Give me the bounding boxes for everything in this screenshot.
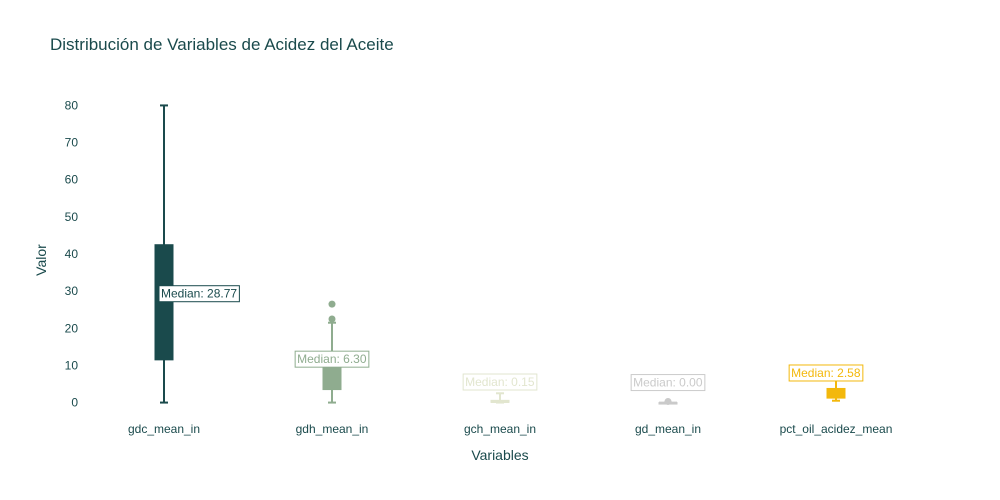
- y-tick-label: 10: [65, 358, 79, 372]
- outlier-point: [328, 315, 336, 323]
- outlier-point: [664, 397, 672, 405]
- y-axis-title: Valor: [33, 244, 49, 276]
- x-tick-label: gd_mean_in: [635, 422, 701, 436]
- median-label: Median: 0.15: [465, 375, 535, 389]
- x-axis-title: Variables: [471, 447, 528, 463]
- median-annotation: Median: 0.15: [462, 373, 538, 391]
- median-label-box: [462, 373, 538, 391]
- box-gch_mean_in: Median: 0.15: [462, 373, 538, 404]
- y-tick-label: 0: [71, 396, 78, 410]
- outlier-point: [328, 300, 336, 308]
- y-axis: 0 10 20 30 40 50 60 70 80: [65, 98, 79, 409]
- median-label: Median: 6.30: [297, 352, 367, 366]
- x-tick-label: gdc_mean_in: [128, 422, 200, 436]
- box-gd_mean_in: Median: 0.00: [630, 374, 706, 405]
- box-pct_oil_acidez_mean: Median: 2.58: [788, 364, 864, 402]
- median-annotation: Median: 28.77: [158, 285, 240, 303]
- median-annotation: Median: 0.00: [630, 374, 706, 392]
- median-label-box: [294, 350, 370, 368]
- y-tick-label: 80: [65, 98, 79, 112]
- y-tick-label: 20: [65, 321, 79, 335]
- x-axis: gdc_mean_in gdh_mean_in gch_mean_in gd_mean…: [128, 422, 892, 436]
- median-label-box: [788, 364, 864, 382]
- x-tick-label: gdh_mean_in: [296, 422, 369, 436]
- median-annotation: Median: 6.30: [294, 350, 370, 368]
- x-tick-label: pct_oil_acidez_mean: [780, 422, 893, 436]
- box-iqr: [154, 244, 174, 361]
- box-gdc_mean_in: Median: 28.77: [154, 104, 240, 404]
- median-label-box: [630, 374, 706, 392]
- x-tick-label: gch_mean_in: [464, 422, 536, 436]
- boxes: Median: 28.77 Median: 6.30 Median: 0.15 Med…: [154, 104, 864, 405]
- median-annotation: Median: 2.58: [788, 364, 864, 382]
- y-tick-label: 50: [65, 210, 79, 224]
- median-label: Median: 0.00: [633, 376, 703, 390]
- median-label: Median: 2.58: [791, 366, 861, 380]
- median-label-box: [158, 285, 240, 303]
- box-gdh_mean_in: Median: 6.30: [294, 300, 370, 404]
- y-tick-label: 30: [65, 284, 79, 298]
- y-tick-label: 60: [65, 173, 79, 187]
- median-label: Median: 28.77: [161, 287, 237, 301]
- y-tick-label: 40: [65, 247, 79, 261]
- chart-title: Distribución de Variables de Acidez del …: [50, 35, 394, 54]
- y-tick-label: 70: [65, 136, 79, 150]
